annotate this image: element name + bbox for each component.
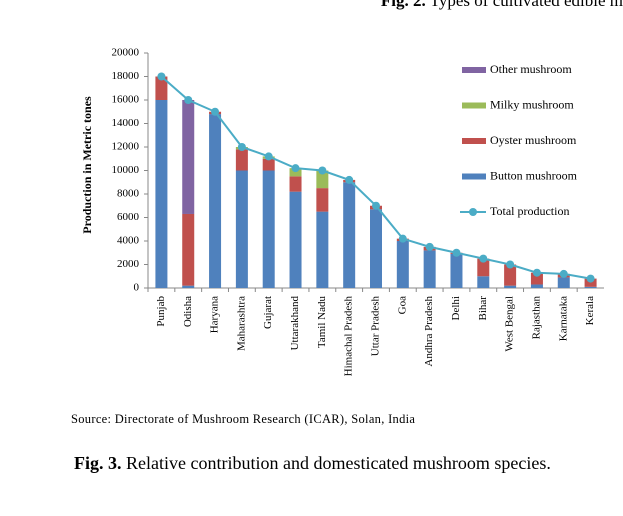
bar (155, 100, 168, 288)
x-tick-label: Delhi (450, 296, 462, 320)
bar (504, 285, 517, 288)
caption-label: Fig. 3. (74, 453, 122, 473)
bar (182, 100, 195, 214)
bar (289, 191, 302, 288)
header-label: Fig. 2. (380, 0, 426, 10)
y-tick-label: 18000 (112, 70, 140, 82)
legend-label: Button mushroom (490, 168, 578, 182)
line-marker (479, 254, 488, 263)
bar (396, 241, 409, 288)
legend-swatch (462, 173, 486, 180)
legend-swatch (462, 138, 486, 144)
bar (584, 278, 597, 287)
y-tick-label: 2000 (117, 258, 140, 270)
bar (235, 170, 248, 288)
line-marker (345, 175, 354, 184)
bar (504, 264, 517, 286)
bar (262, 170, 275, 288)
caption-text: Relative contribution and domesticated m… (126, 453, 551, 473)
line-marker (425, 242, 434, 251)
legend-label: Oyster mushroom (490, 133, 577, 147)
line-marker (559, 269, 568, 278)
header-text: Types of cultivated edible m (429, 0, 623, 10)
line-marker (318, 166, 327, 175)
bar (316, 170, 329, 189)
x-tick-label: Punjab (155, 296, 167, 327)
bar (262, 158, 275, 171)
bar (370, 209, 382, 288)
bar (584, 286, 597, 288)
y-tick-label: 0 (134, 282, 140, 294)
bar (182, 285, 195, 288)
bar (316, 188, 329, 212)
y-tick-label: 20000 (112, 47, 140, 59)
x-tick-label: Tamil Nadu (316, 296, 328, 349)
legend-swatch (462, 67, 486, 73)
x-tick-label: West Bengal (504, 296, 516, 352)
bar (530, 272, 543, 285)
x-tick-label: Haryana (209, 296, 221, 333)
x-tick-label: Uttarakhand (289, 296, 301, 351)
legend-swatch (462, 102, 486, 109)
legend-label: Milky mushroom (490, 97, 574, 111)
bar (343, 182, 356, 288)
line-marker (398, 234, 407, 243)
y-axis-label: Production in Metric tones (80, 96, 94, 234)
y-tick-label: 8000 (117, 188, 140, 200)
y-tick-label: 6000 (117, 211, 140, 223)
bar (316, 211, 329, 288)
x-tick-label: Himachal Pradesh (343, 296, 355, 377)
line-marker (372, 201, 380, 210)
chart: Production in Metric tones 0 2000 4000 6000… (80, 47, 604, 377)
line-marker (184, 96, 193, 104)
line-marker (586, 274, 595, 283)
line-marker (264, 152, 273, 161)
x-tick-label: Bihar (477, 296, 489, 321)
x-tick-label: Rajasthan (530, 296, 542, 340)
x-tick-label: Kerala (584, 296, 596, 325)
bar (155, 76, 168, 100)
x-tick-label: Odisha (182, 296, 194, 327)
legend-label: Other mushroom (490, 62, 572, 76)
source: Source: Directorate of Mushroom Research… (71, 412, 416, 426)
x-tick-label: Uttar Pradesh (370, 296, 382, 357)
bar (530, 284, 543, 288)
bar (557, 277, 570, 288)
caption: Fig. 3. Relative contribution and domest… (74, 450, 604, 477)
bar (477, 258, 490, 277)
x-tick-label: Andhra Pradesh (423, 296, 435, 367)
y-tick-label: 4000 (117, 235, 140, 247)
line-marker (532, 268, 541, 277)
line-marker (211, 107, 220, 116)
line-marker (506, 260, 515, 269)
y-tick-label: 16000 (112, 94, 140, 106)
x-tick-label: Karnataka (557, 296, 569, 341)
bar (235, 149, 248, 171)
x-tick-label: Goa (396, 296, 408, 314)
line-marker (291, 164, 300, 173)
header: Fig. 2. Types of cultivated edible m (381, 0, 623, 11)
x-tick-label: Gujarat (262, 296, 274, 329)
bar (477, 276, 490, 288)
bar (289, 176, 302, 192)
x-tick-label: Maharashtra (235, 296, 247, 351)
bar (423, 250, 436, 288)
line-marker (237, 143, 246, 151)
bar (289, 168, 302, 177)
bar (450, 253, 463, 288)
y-tick-label: 12000 (112, 141, 140, 153)
bar (182, 213, 195, 286)
legend-label: Total production (490, 204, 569, 218)
y-tick-label: 10000 (112, 164, 140, 176)
line-marker (157, 72, 166, 81)
legend-marker (469, 208, 477, 216)
bar (209, 114, 222, 288)
line-marker (452, 248, 461, 257)
y-tick-label: 14000 (112, 117, 140, 129)
